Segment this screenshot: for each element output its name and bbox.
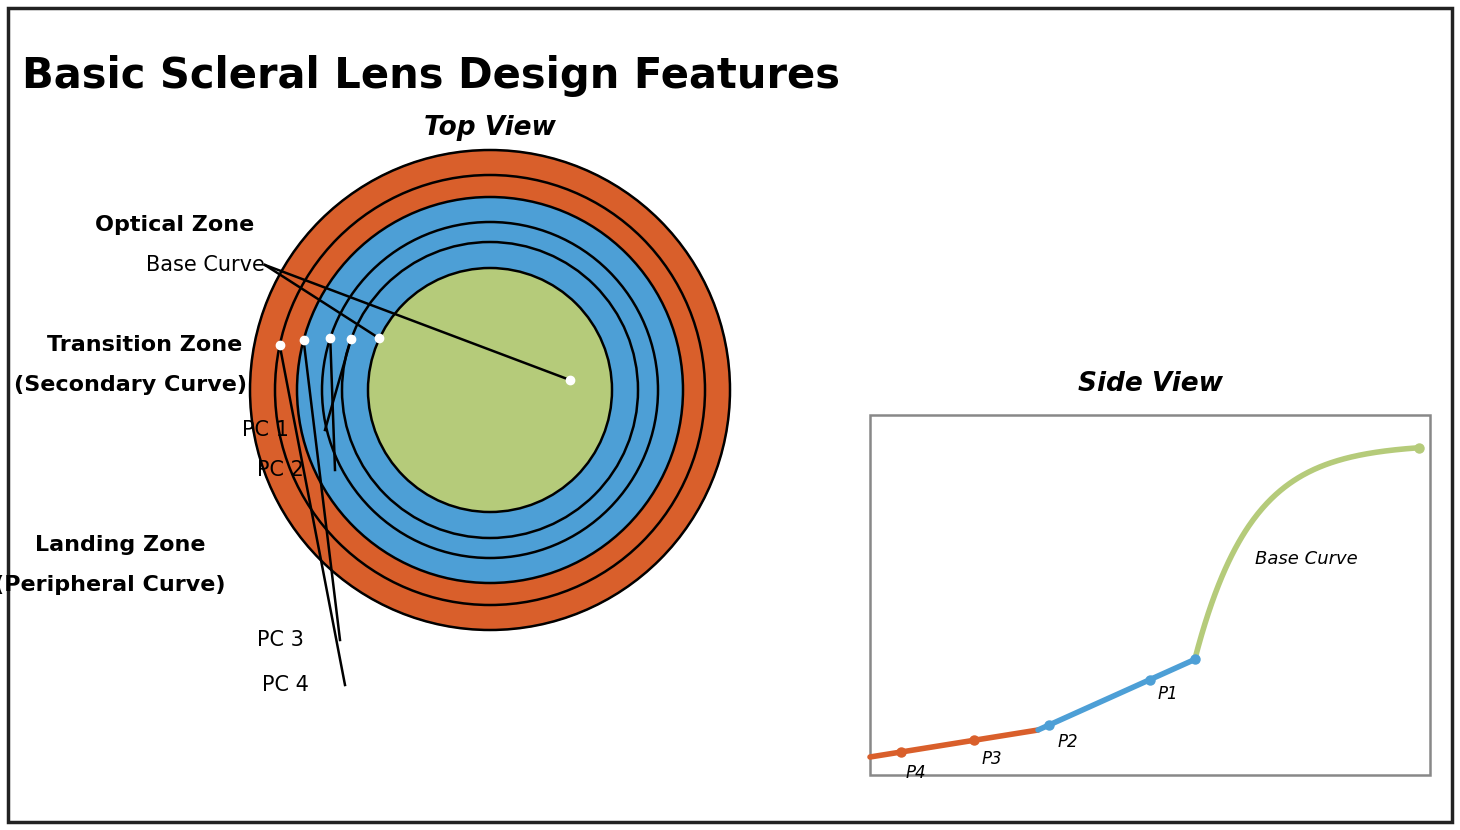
Text: Side View: Side View: [1077, 371, 1222, 397]
Text: PC 3: PC 3: [257, 630, 304, 650]
Text: PC 1: PC 1: [241, 420, 289, 440]
Text: Transition Zone: Transition Zone: [47, 335, 242, 355]
Text: (Secondary Curve): (Secondary Curve): [13, 375, 247, 395]
Text: PC 2: PC 2: [257, 460, 304, 480]
Text: Base Curve: Base Curve: [1256, 550, 1358, 568]
Circle shape: [368, 268, 612, 512]
Text: (Peripheral Curve): (Peripheral Curve): [0, 575, 226, 595]
Circle shape: [323, 222, 658, 558]
Bar: [870, 415, 1429, 775]
Text: P4: P4: [905, 764, 927, 782]
Text: Landing Zone: Landing Zone: [35, 535, 206, 555]
Circle shape: [296, 197, 683, 583]
Text: Optical Zone: Optical Zone: [95, 215, 254, 235]
Text: P1: P1: [1158, 685, 1178, 703]
Text: P3: P3: [981, 750, 1002, 769]
Text: Basic Scleral Lens Design Features: Basic Scleral Lens Design Features: [22, 55, 839, 97]
Circle shape: [342, 242, 638, 538]
Text: Base Curve: Base Curve: [146, 255, 264, 275]
Circle shape: [274, 175, 705, 605]
Text: PC 4: PC 4: [261, 675, 308, 695]
Text: Top View: Top View: [423, 115, 556, 141]
Text: P2: P2: [1057, 733, 1077, 751]
Circle shape: [250, 150, 730, 630]
